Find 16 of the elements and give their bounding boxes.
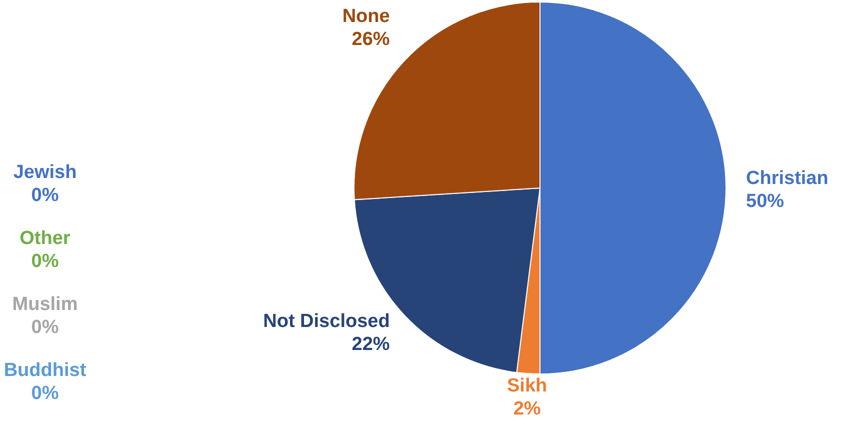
data-label: 26% xyxy=(352,28,390,50)
category-label: Other xyxy=(20,228,70,249)
slice-label: Sikh xyxy=(507,376,548,397)
data-label: 22% xyxy=(352,334,390,355)
slice-label: Christian xyxy=(746,168,828,189)
text: 0% xyxy=(31,382,59,404)
text: 0% xyxy=(31,250,59,272)
text: 0% xyxy=(31,184,59,206)
data-label: 50% xyxy=(746,190,784,212)
slice-label: None xyxy=(342,6,390,27)
category-label: Jewish xyxy=(13,162,77,183)
text: 0% xyxy=(31,316,59,338)
data-label: 2% xyxy=(513,398,541,420)
category-label: Muslim xyxy=(12,294,78,315)
category-label: Buddhist xyxy=(4,360,86,381)
slice-label: Not Disclosed xyxy=(263,311,390,332)
